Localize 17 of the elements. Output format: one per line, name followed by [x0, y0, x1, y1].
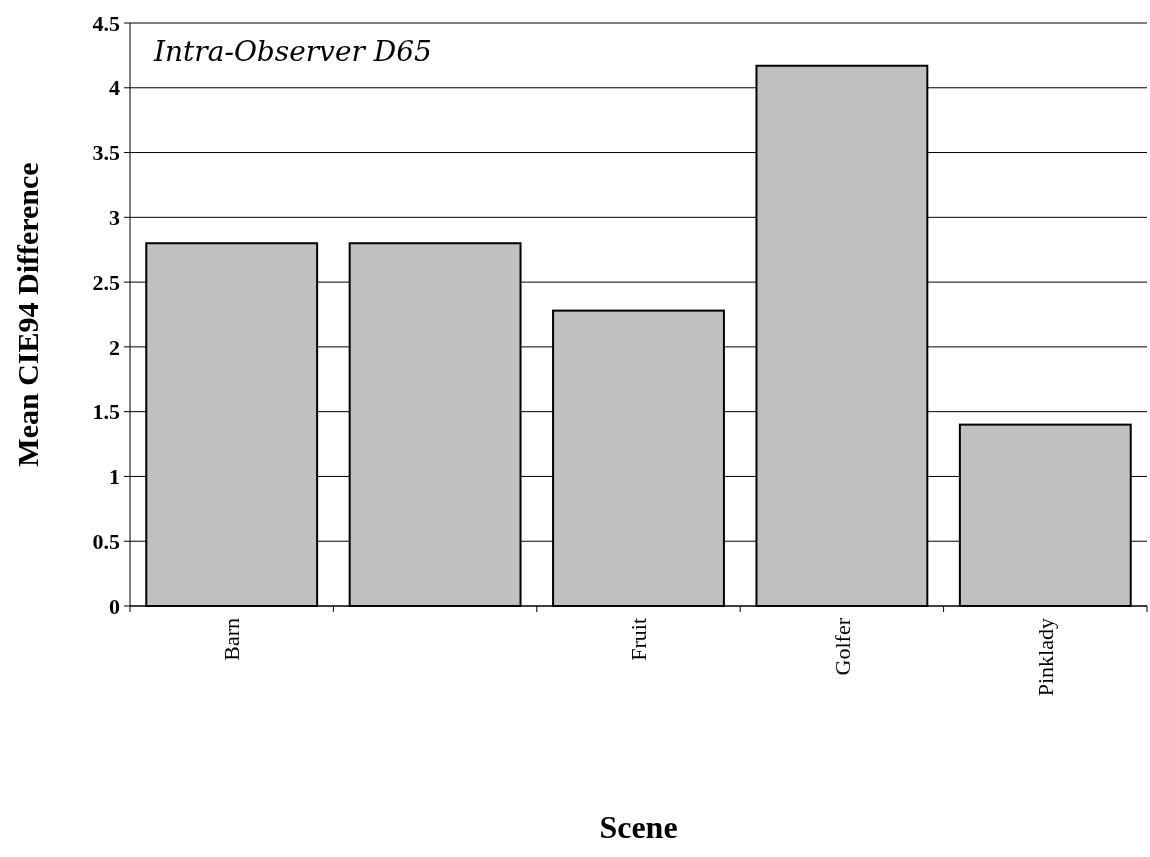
y-tick-label: 0.5 — [92, 528, 120, 554]
y-axis-title: Mean CIE94 Difference — [11, 162, 44, 467]
y-tick-label: 3 — [109, 205, 120, 231]
y-tick-label: 2.5 — [92, 269, 120, 295]
y-tick-label: 2 — [109, 334, 120, 360]
x-tick-label: Pinklady — [1033, 618, 1058, 697]
annotation: Intra-Observer D65 — [153, 35, 432, 68]
x-axis-title: Scene — [599, 809, 678, 845]
x-tick-label: Golfer — [829, 617, 855, 676]
y-tick-label: 3.5 — [92, 140, 120, 166]
y-tick-label: 4.5 — [92, 10, 120, 36]
y-tick-label: 0 — [109, 593, 120, 619]
y-tick-label: 4 — [109, 75, 120, 101]
y-tick-label: 1.5 — [92, 399, 120, 425]
x-tick-label: Barn — [219, 618, 245, 661]
x-tick-label: Fruit — [626, 618, 652, 661]
y-tick-label: 1 — [109, 464, 120, 490]
